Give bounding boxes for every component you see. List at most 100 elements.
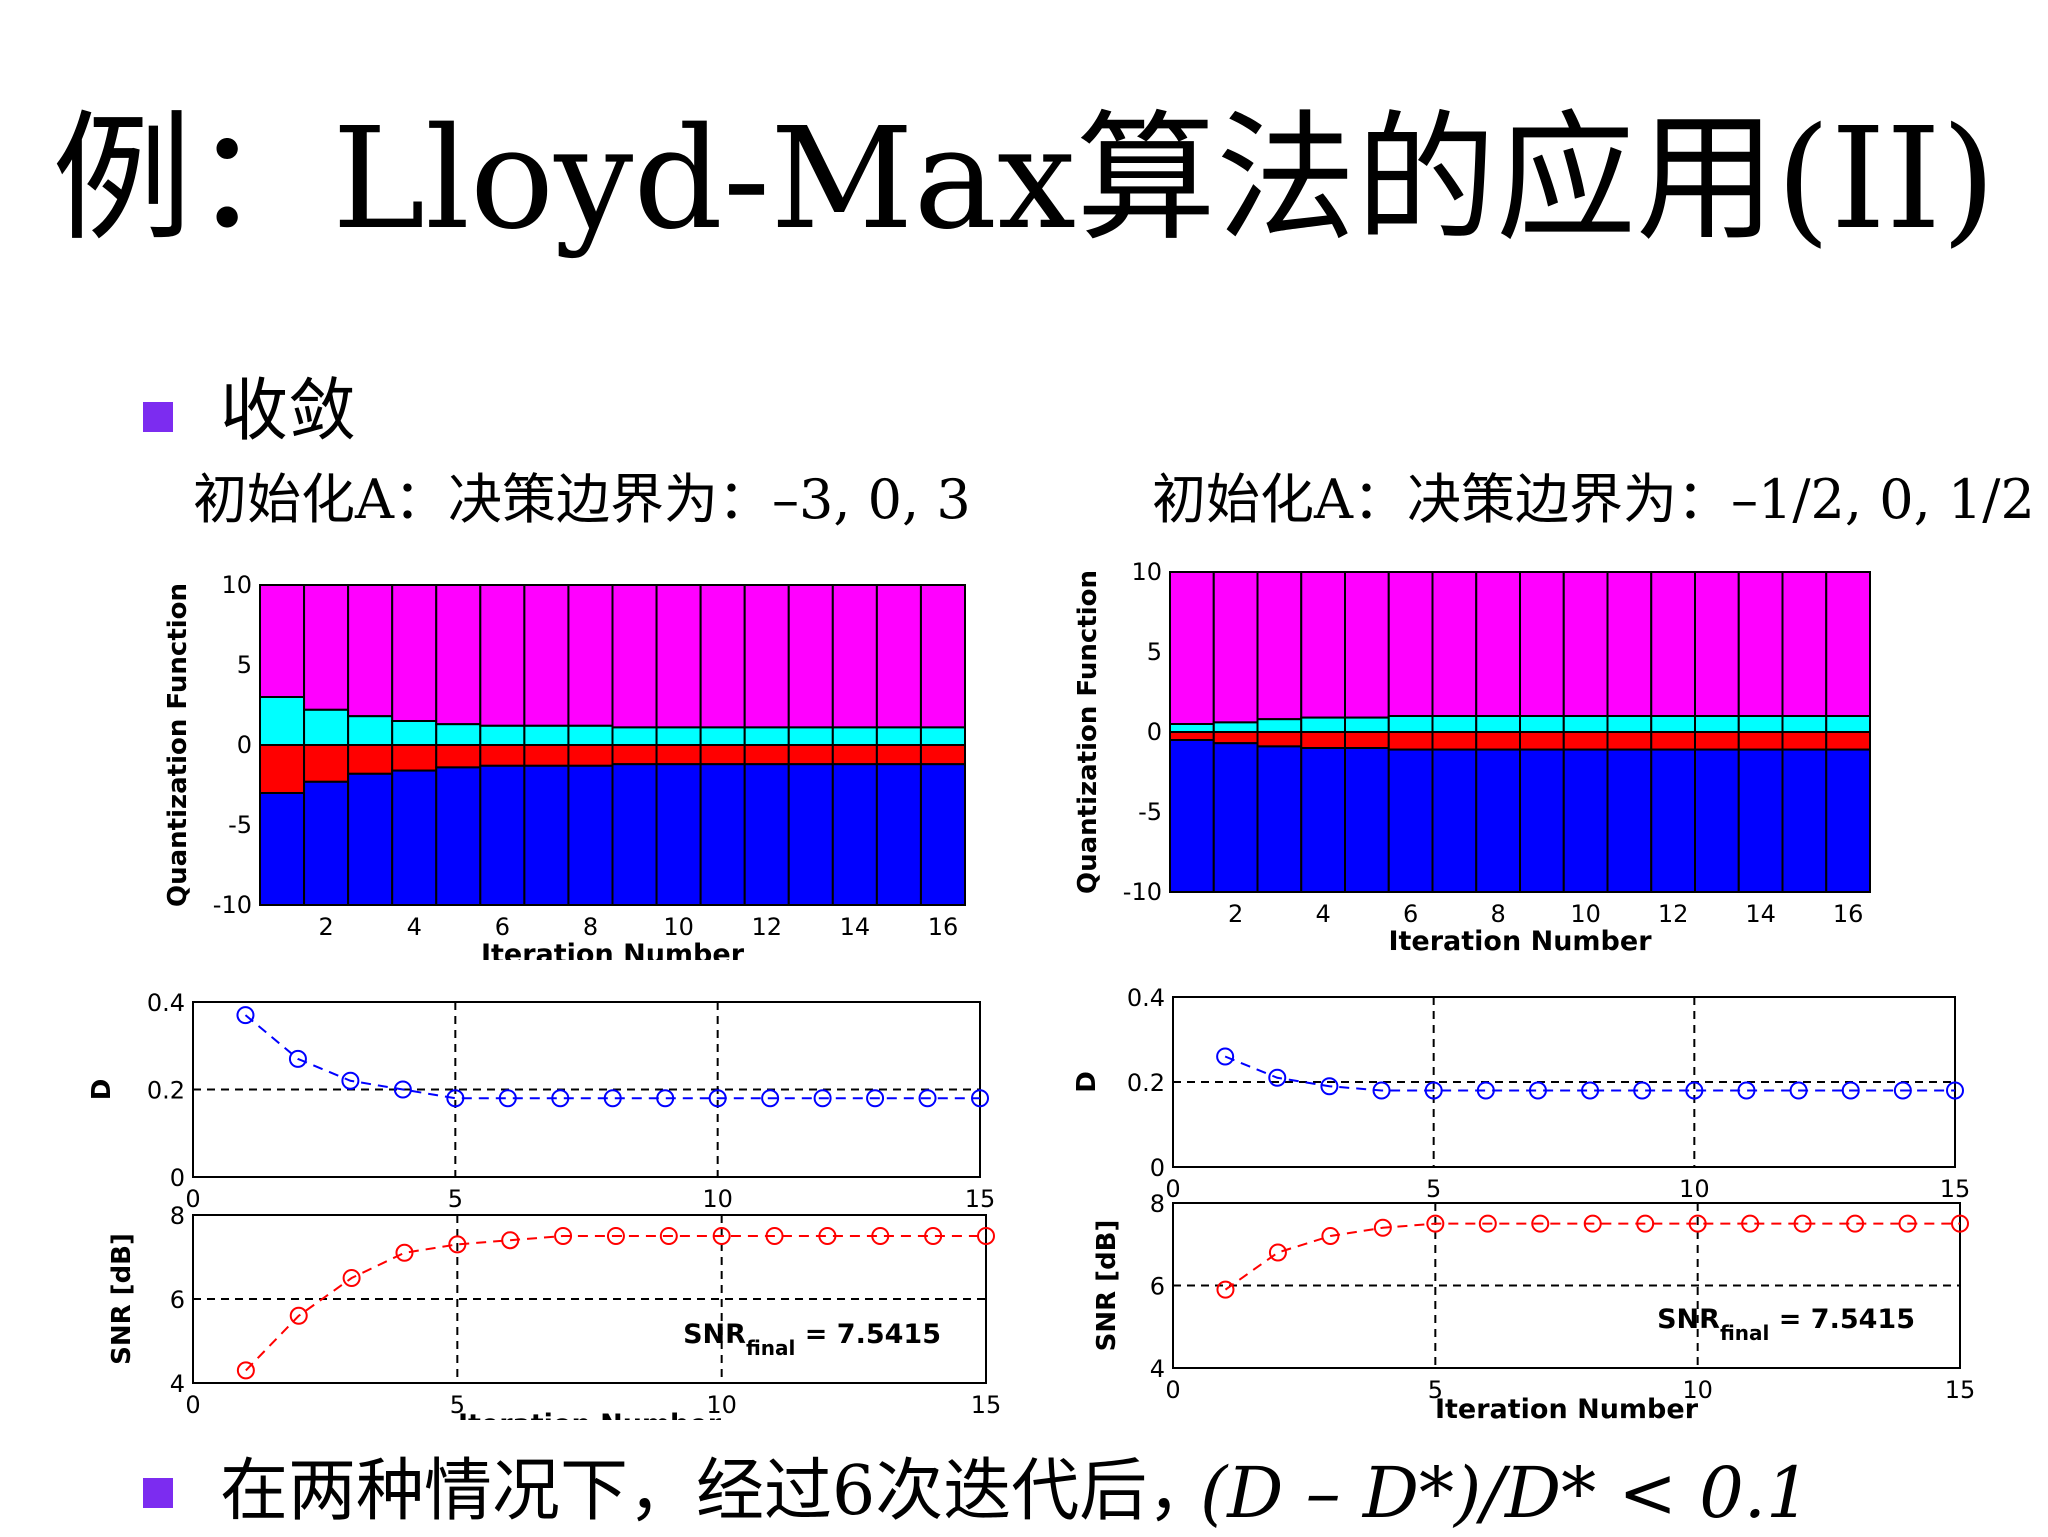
- bar-segment-magenta: [523, 584, 570, 727]
- data-point: [236, 1361, 255, 1380]
- bullet-square-icon: [143, 402, 173, 432]
- bullet-convergence: 收敛: [220, 372, 357, 451]
- data-point: [977, 1227, 995, 1245]
- bar-segment-magenta: [1431, 571, 1478, 717]
- bar-segment-cyan: [787, 726, 834, 746]
- bar-segment-cyan: [743, 726, 790, 746]
- x-tick-label: 10: [706, 1391, 737, 1419]
- bar-segment-cyan: [611, 726, 658, 746]
- slide-title: 例：Lloyd-Max算法的应用(II): [52, 98, 1996, 261]
- bar-segment-red: [743, 744, 790, 766]
- x-tick-label: 12: [751, 913, 782, 941]
- data-point: [971, 1089, 989, 1108]
- bar-segment-magenta: [1212, 571, 1259, 724]
- series-line: [1224, 1055, 1955, 1092]
- y-tick-label: 6: [170, 1286, 185, 1314]
- bar-segment-magenta: [1694, 571, 1740, 717]
- bar-segment-blue: [1737, 748, 1784, 893]
- data-point: [1633, 1081, 1652, 1100]
- bar-segment-red: [1387, 731, 1434, 751]
- bar-segment-magenta: [743, 584, 790, 729]
- bar-segment-red: [1781, 731, 1828, 751]
- bar-segment-magenta: [1475, 571, 1521, 717]
- bar-segment-blue: [743, 763, 790, 906]
- bar-segment-blue: [831, 763, 878, 906]
- bar-segment-cyan: [347, 715, 394, 746]
- bar-segment-magenta: [1781, 571, 1828, 717]
- x-tick-label: 4: [407, 913, 422, 941]
- x-tick-label: 4: [1315, 900, 1330, 928]
- x-tick-label: 15: [1940, 1175, 1971, 1200]
- data-point: [1531, 1214, 1550, 1233]
- bar-segment-red: [347, 744, 394, 775]
- data-point: [606, 1227, 625, 1245]
- data-point: [918, 1089, 937, 1108]
- data-point: [1793, 1214, 1812, 1233]
- bar-segment-blue: [259, 792, 306, 906]
- bar-segment-cyan: [1606, 715, 1653, 733]
- data-point: [656, 1089, 675, 1108]
- bar-segment-red: [1169, 731, 1215, 741]
- bar-segment-magenta: [875, 584, 922, 729]
- bar-segment-cyan: [1431, 715, 1478, 733]
- bar-segment-blue: [1431, 748, 1478, 893]
- y-tick-label: -10: [1123, 878, 1162, 906]
- snr-final-annotation: SNRfinal = 7.5415: [1657, 1304, 1915, 1345]
- series-line: [1224, 1222, 1960, 1291]
- bar-segment-red: [831, 744, 878, 766]
- data-point: [341, 1071, 360, 1090]
- data-point: [871, 1227, 890, 1245]
- bar-segment-magenta: [655, 584, 702, 729]
- y-tick-label: 5: [237, 651, 252, 679]
- x-tick-label: 16: [1833, 900, 1864, 928]
- y-axis-label: Quantization Function: [1073, 570, 1103, 894]
- bar-segment-cyan: [479, 724, 526, 747]
- x-tick-label: 6: [495, 913, 510, 941]
- y-axis-label: SNR [dB]: [1092, 1220, 1122, 1352]
- y-tick-label: 4: [170, 1370, 185, 1398]
- bar-segment-blue: [611, 763, 658, 906]
- series-line: [244, 1014, 980, 1100]
- bar-segment-magenta: [1737, 571, 1784, 717]
- y-tick-label: 0.4: [1127, 984, 1165, 1012]
- bar-segment-red: [1344, 731, 1390, 749]
- bar-segment-red: [479, 744, 526, 767]
- y-tick-label: 6: [1150, 1273, 1165, 1301]
- bar-segment-blue: [1344, 747, 1390, 893]
- bar-segment-red: [1650, 731, 1696, 751]
- snr-final-annotation: SNRfinal = 7.5415: [683, 1319, 941, 1360]
- data-point: [1476, 1081, 1495, 1100]
- x-tick-label: 2: [318, 913, 333, 941]
- bar-segment-blue: [1650, 748, 1696, 893]
- bar-segment-magenta: [1562, 571, 1609, 717]
- x-tick-label: 15: [1945, 1376, 1976, 1404]
- y-tick-label: 8: [170, 1202, 185, 1230]
- bar-segment-magenta: [1169, 571, 1215, 725]
- data-point: [551, 1089, 570, 1108]
- y-tick-label: 10: [1131, 558, 1162, 586]
- data-point: [501, 1231, 520, 1250]
- data-point: [393, 1080, 412, 1099]
- y-tick-label: 0: [237, 731, 252, 759]
- bar-segment-cyan: [699, 726, 746, 746]
- data-point: [1741, 1214, 1760, 1233]
- bar-segment-blue: [1606, 748, 1653, 893]
- data-point: [1685, 1081, 1704, 1100]
- bar-segment-cyan: [1344, 716, 1390, 734]
- data-point: [708, 1089, 727, 1108]
- y-tick-label: -5: [228, 811, 252, 839]
- bar-segment-red: [1256, 731, 1303, 748]
- data-point: [289, 1306, 308, 1325]
- bar-segment-cyan: [1825, 715, 1871, 733]
- bar-segment-magenta: [831, 584, 878, 729]
- bar-segment-magenta: [611, 584, 658, 729]
- data-point: [1789, 1081, 1808, 1100]
- x-tick-label: 15: [971, 1391, 1002, 1419]
- data-point: [1528, 1081, 1547, 1100]
- bar-segment-blue: [1300, 747, 1346, 893]
- x-tick-label: 5: [1426, 1175, 1441, 1200]
- bar-segment-blue: [567, 764, 614, 906]
- data-point: [1583, 1214, 1602, 1233]
- data-point: [813, 1089, 832, 1108]
- x-tick-label: 10: [702, 1185, 733, 1210]
